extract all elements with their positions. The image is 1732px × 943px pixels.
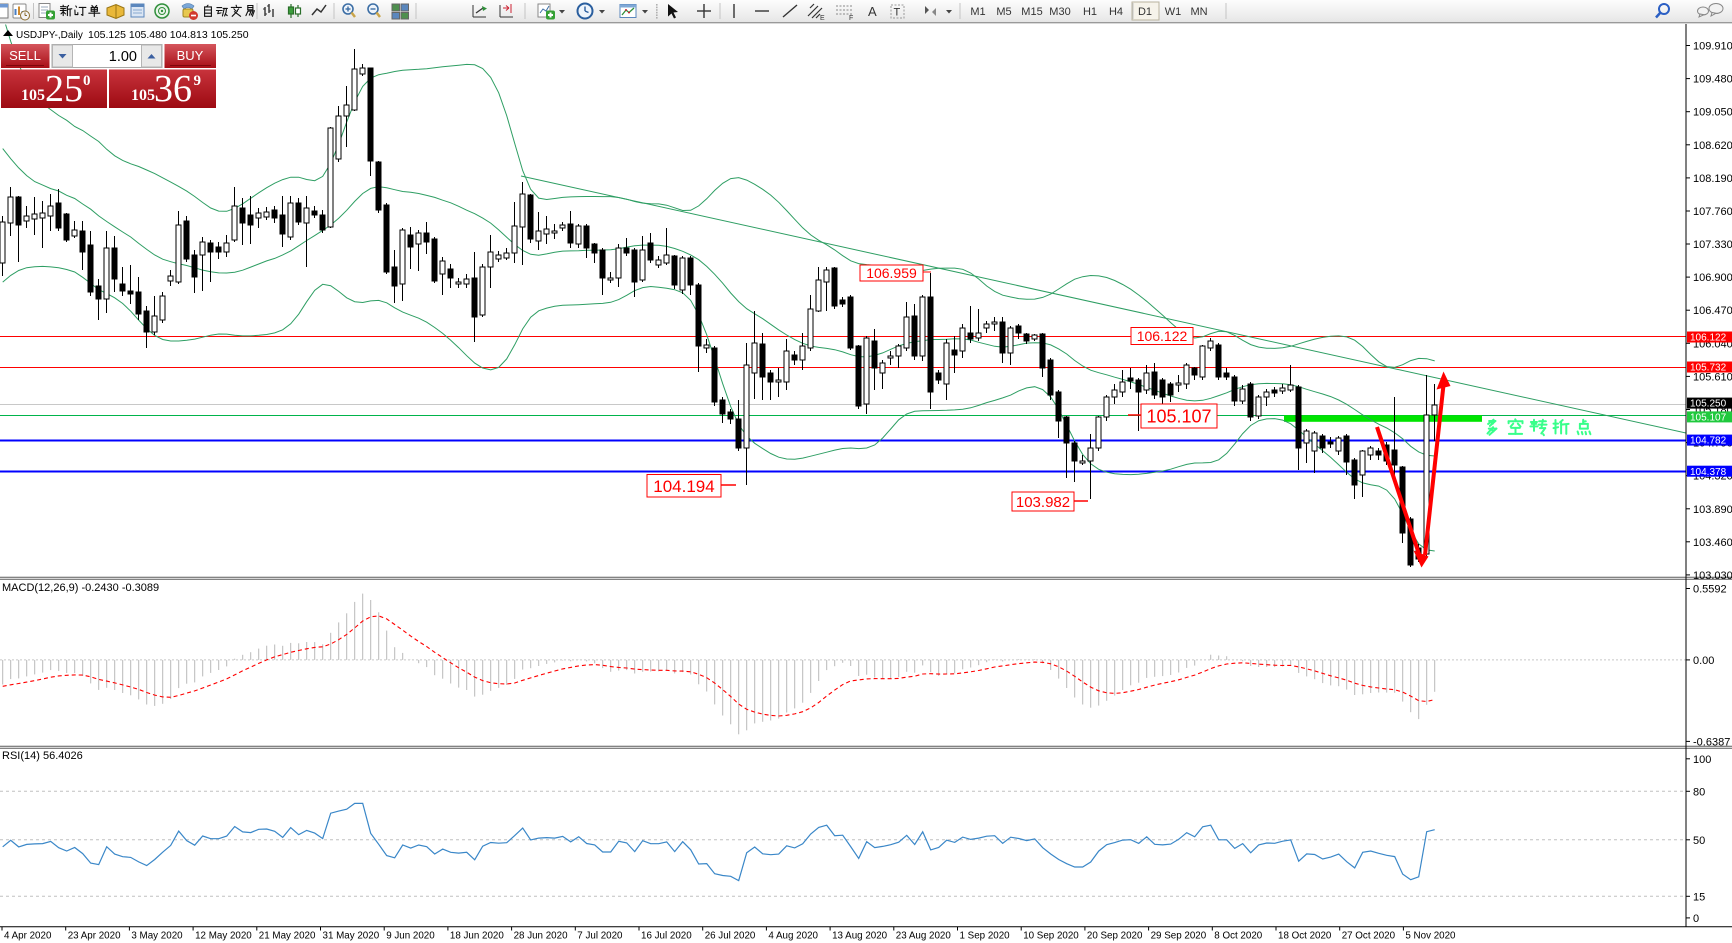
svg-text:0.00: 0.00 (1693, 655, 1714, 667)
svg-text:100: 100 (1693, 754, 1711, 766)
svg-text:E: E (820, 15, 825, 22)
svg-text:12 May 2020: 12 May 2020 (195, 931, 252, 942)
svg-text:MACD(12,26,9) -0.2430 -0.3089: MACD(12,26,9) -0.2430 -0.3089 (2, 582, 159, 594)
svg-text:27 Oct 2020: 27 Oct 2020 (1342, 931, 1396, 942)
svg-text:108.620: 108.620 (1693, 140, 1732, 152)
svg-text:107.330: 107.330 (1693, 239, 1732, 251)
svg-text:105.610: 105.610 (1693, 371, 1732, 383)
svg-text:RSI(14) 56.4026: RSI(14) 56.4026 (2, 750, 83, 762)
svg-text:8 Oct 2020: 8 Oct 2020 (1214, 931, 1262, 942)
svg-text:16 Jul 2020: 16 Jul 2020 (641, 931, 692, 942)
svg-text:0: 0 (83, 73, 91, 89)
svg-text:106.900: 106.900 (1693, 272, 1732, 284)
svg-text:105.125 105.480 104.813 105.25: 105.125 105.480 104.813 105.250 (88, 29, 249, 41)
svg-text:29 Sep 2020: 29 Sep 2020 (1151, 931, 1207, 942)
svg-text:104.378: 104.378 (1690, 467, 1727, 478)
svg-text:31 May 2020: 31 May 2020 (323, 931, 380, 942)
svg-text:107.760: 107.760 (1693, 206, 1732, 218)
svg-text:M1: M1 (970, 6, 985, 18)
svg-text:103.460: 103.460 (1693, 537, 1732, 549)
svg-text:5 Nov 2020: 5 Nov 2020 (1405, 931, 1456, 942)
svg-text:106.959: 106.959 (866, 265, 917, 281)
svg-text:0.5592: 0.5592 (1693, 584, 1727, 596)
svg-text:106.122: 106.122 (1690, 333, 1727, 344)
svg-text:T: T (894, 7, 901, 19)
svg-text:USDJPY-,Daily: USDJPY-,Daily (16, 30, 83, 41)
svg-text:103.982: 103.982 (1016, 494, 1070, 511)
svg-text:26 Jul 2020: 26 Jul 2020 (705, 931, 756, 942)
svg-text:105.732: 105.732 (1690, 363, 1727, 374)
svg-text:50: 50 (1693, 835, 1705, 847)
svg-text:109.480: 109.480 (1693, 74, 1732, 86)
svg-text:4 Aug 2020: 4 Aug 2020 (768, 931, 818, 942)
svg-text:M30: M30 (1049, 6, 1070, 18)
svg-text:0: 0 (1693, 913, 1699, 925)
svg-text:36: 36 (154, 68, 192, 110)
svg-text:105: 105 (21, 87, 45, 104)
svg-text:106.122: 106.122 (1137, 328, 1188, 344)
svg-text:104.782: 104.782 (1690, 436, 1727, 447)
svg-text:D1: D1 (1138, 6, 1152, 18)
svg-text:105.250: 105.250 (1690, 399, 1727, 410)
svg-text:4 Apr 2020: 4 Apr 2020 (4, 931, 52, 942)
svg-text:F: F (849, 15, 853, 22)
svg-text:109.910: 109.910 (1693, 41, 1732, 53)
svg-text:21 May 2020: 21 May 2020 (259, 931, 316, 942)
svg-text:10 Sep 2020: 10 Sep 2020 (1023, 931, 1079, 942)
svg-text:A: A (868, 4, 877, 19)
svg-text:105: 105 (131, 87, 155, 104)
svg-text:3 May 2020: 3 May 2020 (131, 931, 183, 942)
svg-text:9: 9 (194, 73, 202, 89)
svg-text:M15: M15 (1021, 6, 1042, 18)
svg-text:106.470: 106.470 (1693, 305, 1732, 317)
svg-text:-0.6387: -0.6387 (1693, 736, 1730, 748)
svg-text:SELL: SELL (9, 48, 41, 63)
svg-text:MN: MN (1190, 6, 1207, 18)
svg-text:25: 25 (45, 68, 83, 110)
svg-text:105.107: 105.107 (1690, 413, 1727, 424)
svg-text:103.890: 103.890 (1693, 504, 1732, 516)
svg-text:M5: M5 (996, 6, 1011, 18)
svg-text:H1: H1 (1083, 6, 1097, 18)
svg-text:28 Jun 2020: 28 Jun 2020 (514, 931, 568, 942)
svg-text:80: 80 (1693, 786, 1705, 798)
svg-text:18 Oct 2020: 18 Oct 2020 (1278, 931, 1332, 942)
svg-text:23 Apr 2020: 23 Apr 2020 (68, 931, 121, 942)
svg-text:108.190: 108.190 (1693, 173, 1732, 185)
svg-text:BUY: BUY (177, 48, 204, 63)
svg-text:1 Sep 2020: 1 Sep 2020 (960, 931, 1011, 942)
svg-text:103.030: 103.030 (1693, 570, 1732, 582)
svg-text:15: 15 (1693, 891, 1705, 903)
svg-text:7 Jul 2020: 7 Jul 2020 (577, 931, 623, 942)
svg-text:H4: H4 (1109, 6, 1123, 18)
svg-text:9 Jun 2020: 9 Jun 2020 (386, 931, 435, 942)
svg-text:109.050: 109.050 (1693, 107, 1732, 119)
svg-text:105.107: 105.107 (1146, 406, 1211, 426)
svg-text:23 Aug 2020: 23 Aug 2020 (896, 931, 952, 942)
svg-text:1.00: 1.00 (109, 49, 137, 65)
svg-text:13 Aug 2020: 13 Aug 2020 (832, 931, 888, 942)
svg-text:20 Sep 2020: 20 Sep 2020 (1087, 931, 1143, 942)
svg-text:18 Jun 2020: 18 Jun 2020 (450, 931, 504, 942)
svg-text:W1: W1 (1165, 6, 1182, 18)
svg-text:104.194: 104.194 (653, 477, 714, 496)
